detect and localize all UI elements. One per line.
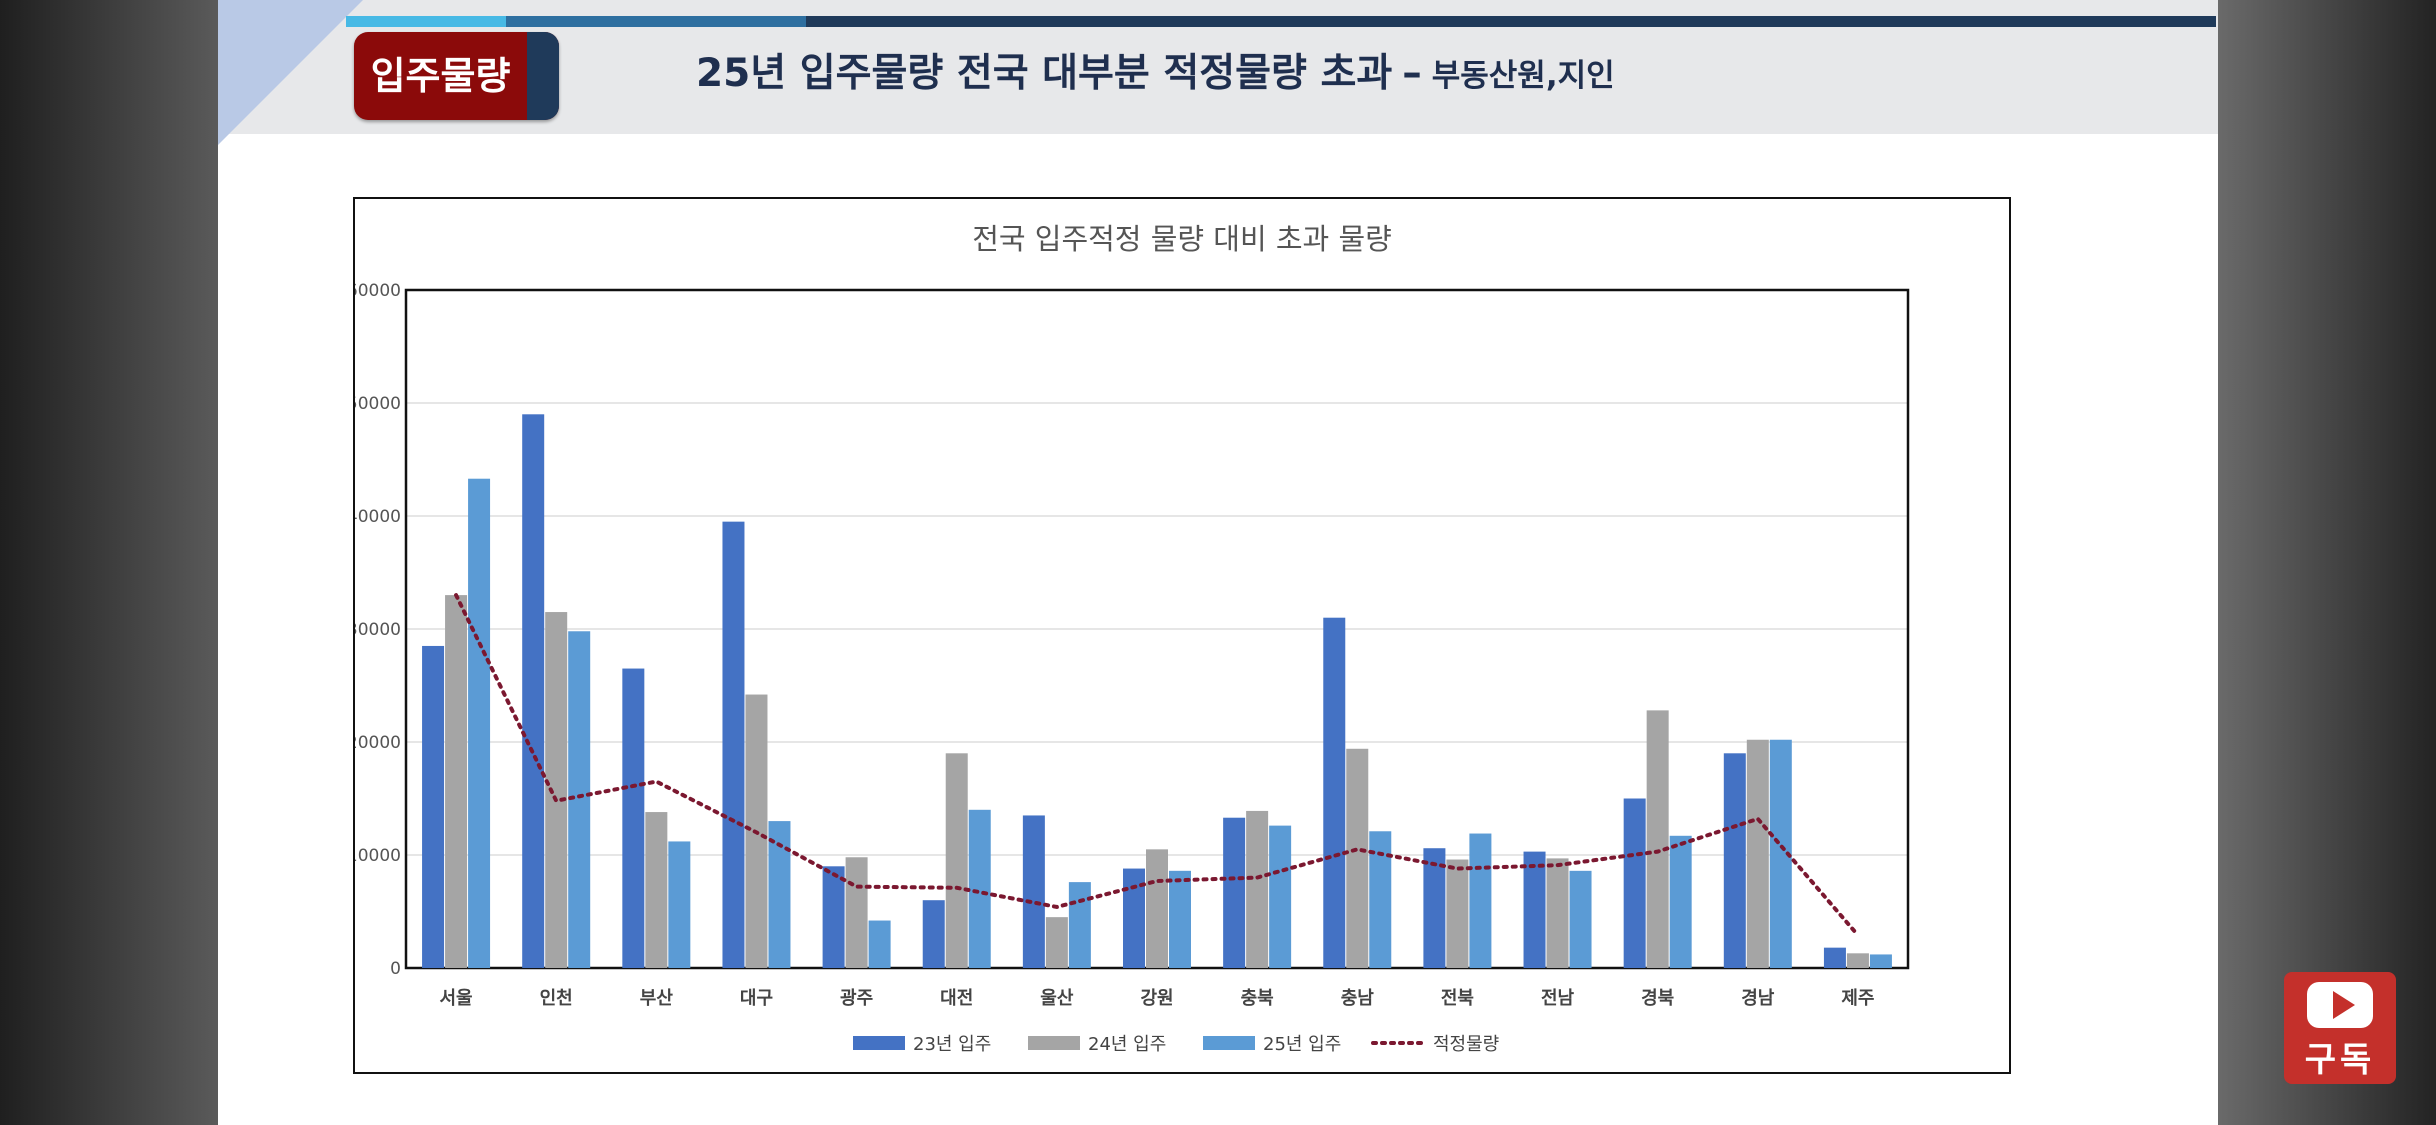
bar-25-13 xyxy=(1769,739,1792,968)
x-tick-label: 경북 xyxy=(1641,988,1674,1009)
legend-swatch-0 xyxy=(853,1036,905,1050)
bar-24-6 xyxy=(1045,917,1068,968)
x-tick-label: 대전 xyxy=(940,988,973,1009)
bar-23-6 xyxy=(1022,815,1045,968)
legend-label-0: 23년 입주 xyxy=(913,1034,991,1055)
bar-23-8 xyxy=(1223,817,1246,968)
chart-frame: 전국 입주적정 물량 대비 초과 물량 0 10000 20000 30000 40000… xyxy=(347,197,2011,1074)
legend-swatch-2 xyxy=(1203,1036,1255,1050)
y-tick-label: 60000 xyxy=(355,281,401,301)
bar-23-13 xyxy=(1723,753,1746,968)
y-tick-label: 50000 xyxy=(355,394,401,414)
bar-25-12 xyxy=(1669,835,1692,968)
legend-swatch-1 xyxy=(1028,1036,1080,1050)
bar-25-0 xyxy=(468,478,491,968)
slide-headline: 25년 입주물량 전국 대부분 적정물량 초과 – 부동산원,지인 xyxy=(696,44,1615,104)
x-tick-label: 전남 xyxy=(1541,988,1575,1009)
bar-23-9 xyxy=(1323,617,1346,968)
bar-23-0 xyxy=(422,645,445,968)
bar-25-14 xyxy=(1869,954,1892,968)
chart-title: 전국 입주적정 물량 대비 초과 물량 xyxy=(972,222,1392,256)
bar-24-1 xyxy=(545,612,568,968)
y-tick-label: 20000 xyxy=(355,733,401,753)
bar-24-8 xyxy=(1246,810,1269,968)
x-tick-label: 서울 xyxy=(440,988,473,1009)
bar-23-1 xyxy=(522,414,545,968)
subscribe-label: 구독 xyxy=(2304,1040,2376,1080)
bar-24-13 xyxy=(1746,739,1769,968)
chart-svg: 전국 입주적정 물량 대비 초과 물량 0 10000 20000 30000 40000… xyxy=(347,222,1910,1055)
headline-source: 부동산원,지인 xyxy=(1431,58,1615,94)
y-tick-label: 10000 xyxy=(355,846,401,866)
bar-24-10 xyxy=(1446,859,1469,968)
section-badge: 입주물량 xyxy=(354,32,559,120)
x-tick-label: 강원 xyxy=(1140,988,1173,1009)
x-tick-label: 울산 xyxy=(1040,988,1074,1009)
bar-24-5 xyxy=(945,753,968,968)
play-triangle-icon xyxy=(2333,991,2355,1019)
headline-separator: – xyxy=(1402,51,1422,96)
header-stripe-accent xyxy=(506,16,806,27)
slide: 입주물량 25년 입주물량 전국 대부분 적정물량 초과 – 부동산원,지인 전국 … xyxy=(218,0,2218,1125)
header-stripe-highlight xyxy=(346,16,506,27)
bar-25-11 xyxy=(1569,870,1592,968)
x-tick-label: 부산 xyxy=(640,988,674,1009)
bar-25-10 xyxy=(1469,833,1492,968)
section-badge-tail xyxy=(527,32,559,120)
x-tick-label: 충북 xyxy=(1241,988,1274,1009)
y-tick-label: 30000 xyxy=(355,620,401,640)
x-tick-label: 충남 xyxy=(1341,988,1375,1009)
video-frame-right xyxy=(2218,0,2436,1125)
bar-23-10 xyxy=(1423,848,1446,968)
bar-24-4 xyxy=(845,857,868,968)
bar-24-11 xyxy=(1546,858,1569,968)
bar-23-5 xyxy=(922,900,945,968)
subscribe-button[interactable]: 구독 xyxy=(2284,972,2396,1084)
bar-24-9 xyxy=(1346,748,1369,968)
bar-25-9 xyxy=(1369,831,1392,968)
bar-24-7 xyxy=(1146,849,1168,968)
legend-label-2: 25년 입주 xyxy=(1263,1034,1341,1055)
bar-25-7 xyxy=(1169,870,1191,968)
corner-decoration xyxy=(218,0,363,145)
bar-25-4 xyxy=(868,920,891,968)
bar-24-14 xyxy=(1846,953,1869,968)
bar-25-5 xyxy=(968,809,991,968)
bar-25-8 xyxy=(1269,825,1292,968)
legend-label-1: 24년 입주 xyxy=(1088,1034,1166,1055)
bar-23-14 xyxy=(1823,947,1846,968)
y-tick-label: 40000 xyxy=(355,507,401,527)
x-tick-label: 인천 xyxy=(540,988,573,1009)
bar-25-1 xyxy=(568,631,591,968)
bar-23-4 xyxy=(822,866,845,968)
header-stripe xyxy=(346,16,2216,27)
bar-25-3 xyxy=(768,821,791,968)
x-tick-label: 대구 xyxy=(740,988,773,1009)
bar-24-12 xyxy=(1646,710,1669,968)
x-tick-label: 광주 xyxy=(840,988,873,1009)
headline-text: 25년 입주물량 전국 대부분 적정물량 초과 xyxy=(696,51,1393,96)
bar-24-2 xyxy=(645,812,668,968)
x-tick-label: 전북 xyxy=(1441,988,1474,1009)
bar-23-11 xyxy=(1523,851,1546,968)
x-tick-label: 제주 xyxy=(1841,988,1874,1009)
bar-23-2 xyxy=(622,668,645,968)
line-proper-volume xyxy=(454,593,1860,938)
bar-23-12 xyxy=(1623,798,1646,968)
bar-23-3 xyxy=(722,521,745,968)
bar-25-2 xyxy=(668,841,691,968)
legend-label-3: 적정물량 xyxy=(1433,1034,1499,1055)
bar-25-6 xyxy=(1068,882,1091,968)
video-frame-left xyxy=(0,0,218,1125)
y-tick-label: 0 xyxy=(390,959,401,979)
x-tick-label: 경남 xyxy=(1741,988,1775,1009)
bar-24-0 xyxy=(445,595,468,968)
bar-23-7 xyxy=(1123,868,1145,968)
section-badge-label: 입주물량 xyxy=(370,54,511,98)
